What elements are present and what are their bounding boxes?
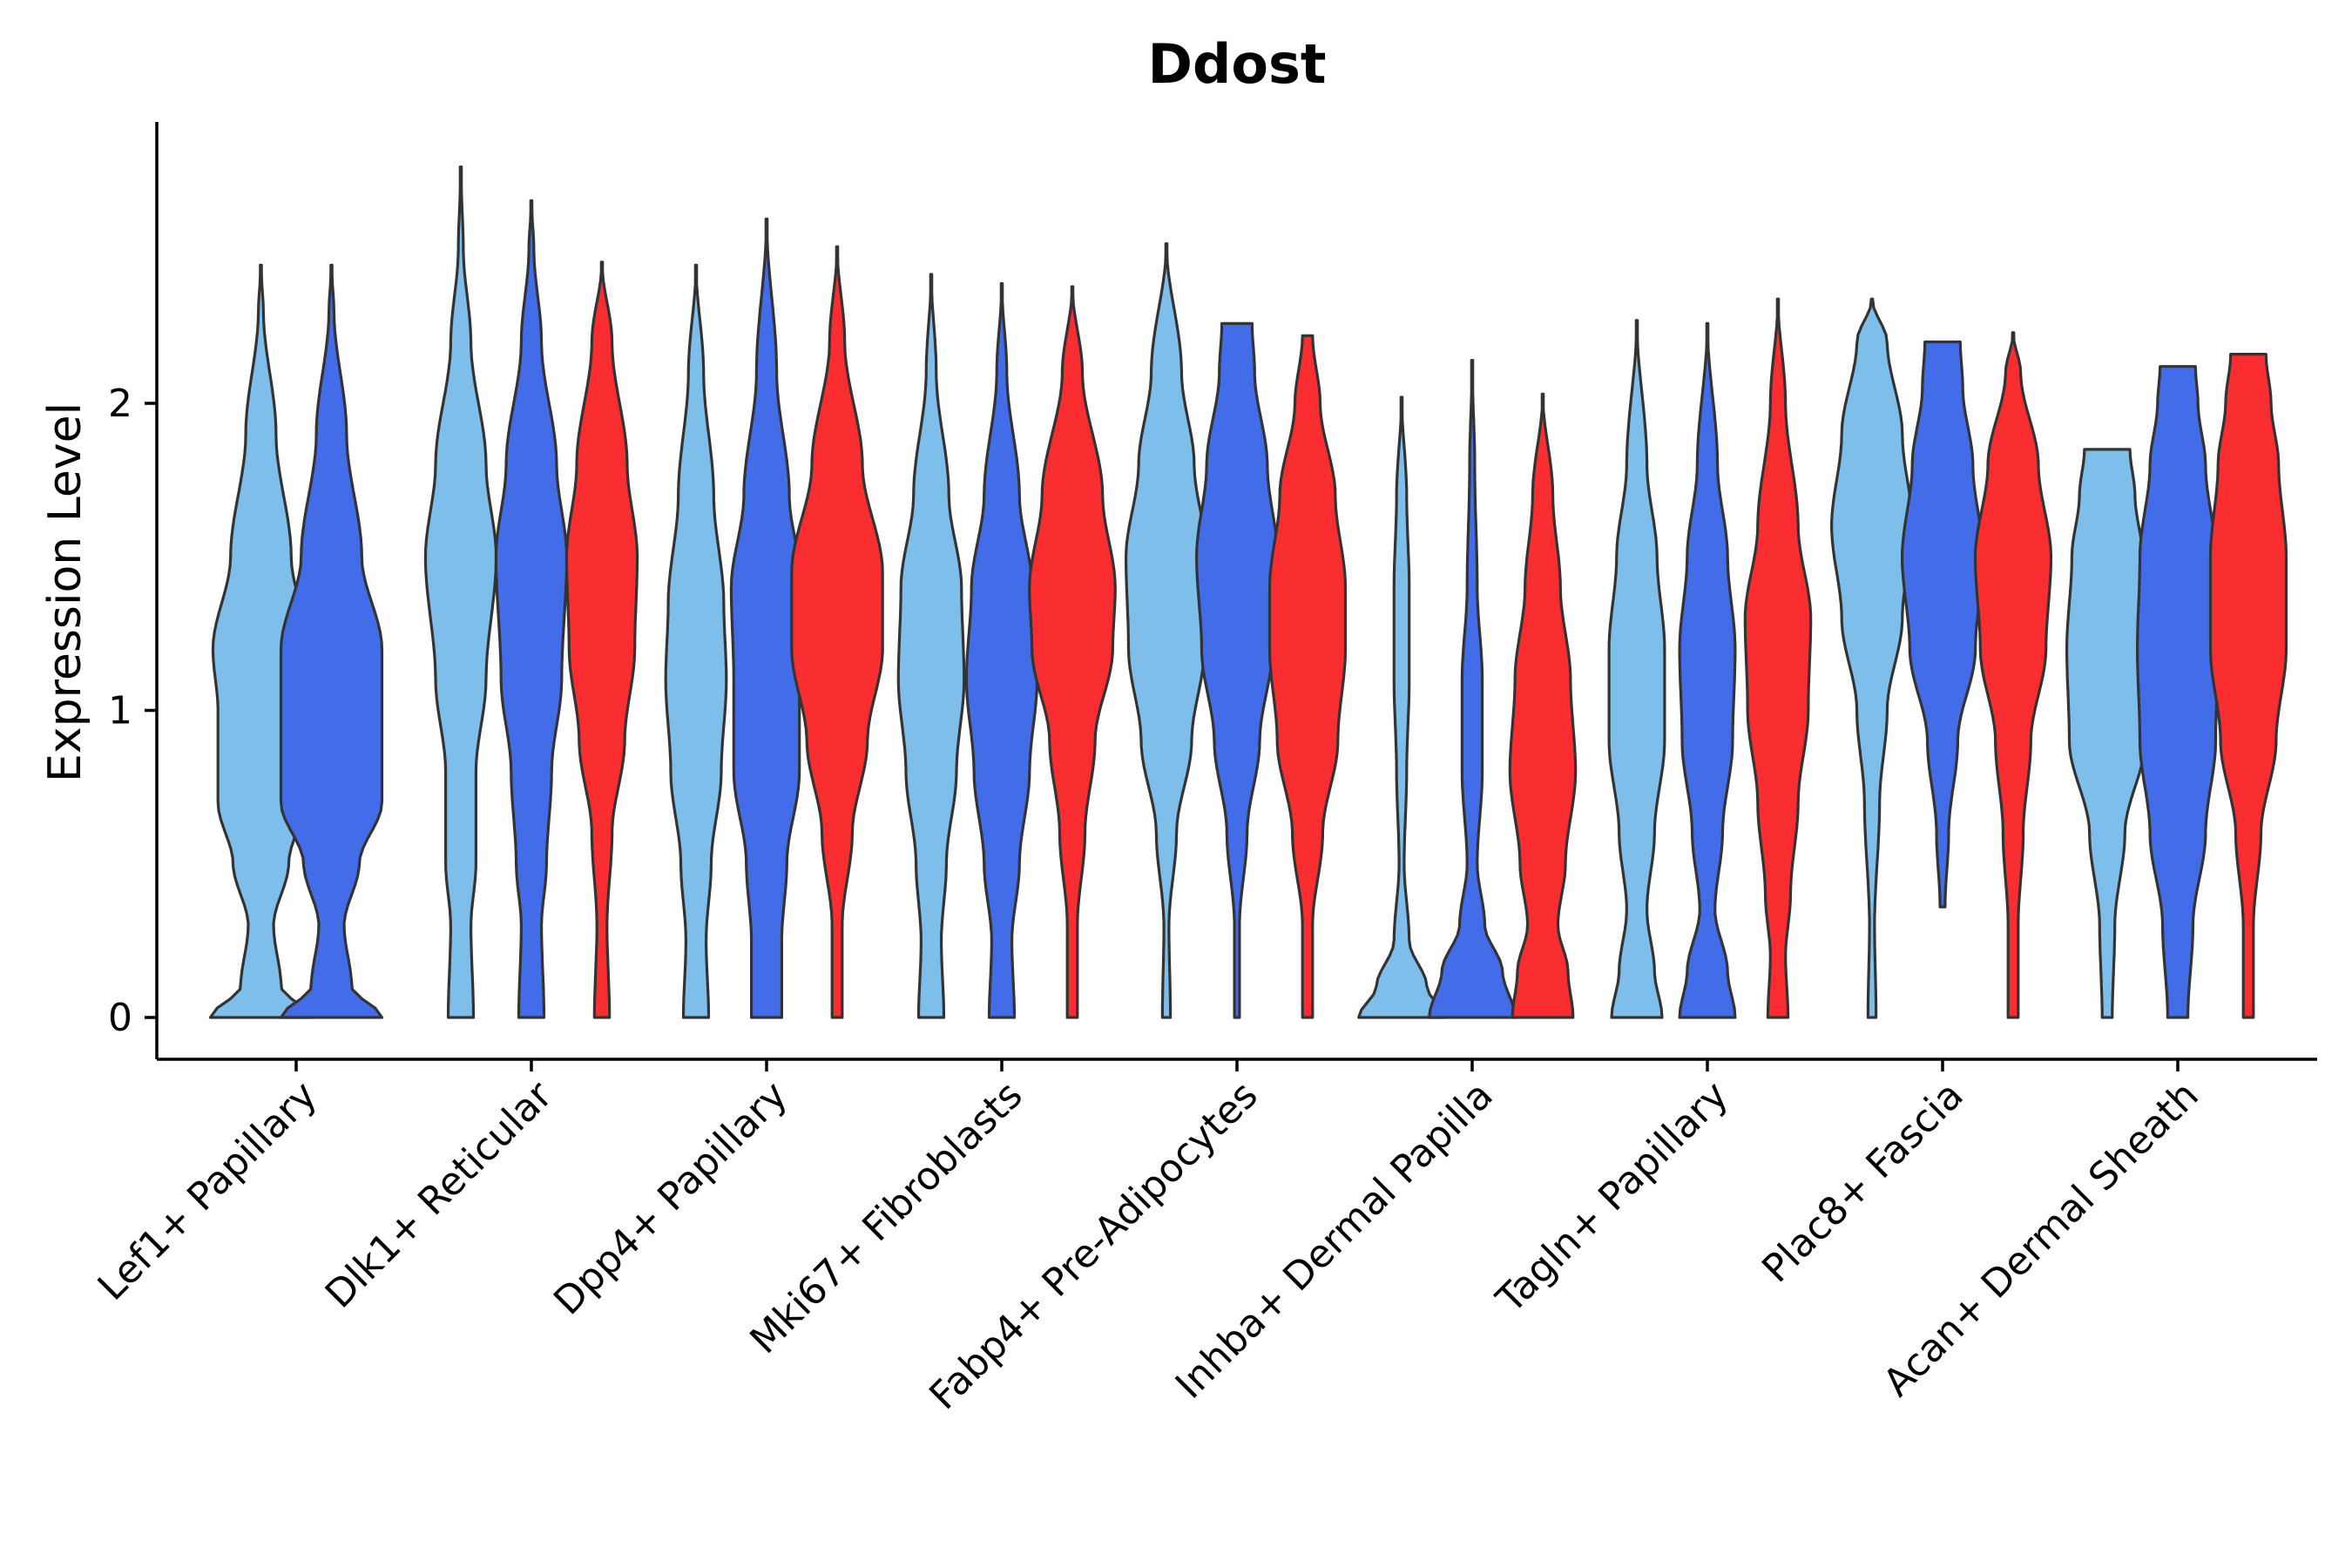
x-tick-label: Dlk1+ Reticular (317, 1072, 562, 1317)
violin-group (208, 166, 2288, 1019)
x-tick-label: Plac8+ Fascia (1754, 1073, 1972, 1292)
violin-6-3 (1508, 392, 1578, 1019)
violin-2-3 (564, 260, 639, 1019)
violin-9-2 (2136, 365, 2220, 1019)
x-tick-label: Lef1+ Papillary (90, 1073, 326, 1309)
violin-7-1 (1607, 319, 1666, 1019)
violin-2-2 (494, 199, 569, 1019)
violin-7-3 (1743, 297, 1813, 1019)
violin-8-1 (1830, 297, 1914, 1019)
violin-8-2 (1901, 340, 1984, 909)
violin-4-3 (1028, 285, 1117, 1019)
violin-3-1 (664, 263, 728, 1019)
violin-6-2 (1428, 359, 1517, 1019)
violin-4-1 (896, 273, 966, 1019)
violin-5-3 (1267, 334, 1348, 1019)
violin-5-2 (1195, 321, 1279, 1019)
violin-9-3 (2208, 353, 2288, 1019)
violin-3-2 (729, 217, 804, 1019)
y-axis-label: Expression Level (39, 402, 91, 782)
violin-2-1 (423, 166, 498, 1019)
x-tick-label: Dpp4+ Papillary (545, 1073, 796, 1324)
violin-4-2 (964, 281, 1039, 1019)
violin-5-1 (1125, 242, 1208, 1019)
violin-3-3 (790, 245, 884, 1019)
y-tick-label: 2 (108, 382, 132, 426)
violin-9-1 (2065, 448, 2149, 1019)
chart-title: Ddost (1148, 32, 1327, 96)
violin-1-2 (279, 263, 384, 1019)
y-tick-label: 0 (108, 996, 132, 1040)
violin-8-3 (1973, 331, 2053, 1019)
x-tick-label: Tagln+ Papillary (1488, 1073, 1737, 1322)
violin-6-1 (1357, 395, 1446, 1019)
axes (145, 122, 2317, 1071)
y-tick-label: 1 (108, 689, 132, 733)
violin-7-2 (1678, 321, 1737, 1019)
